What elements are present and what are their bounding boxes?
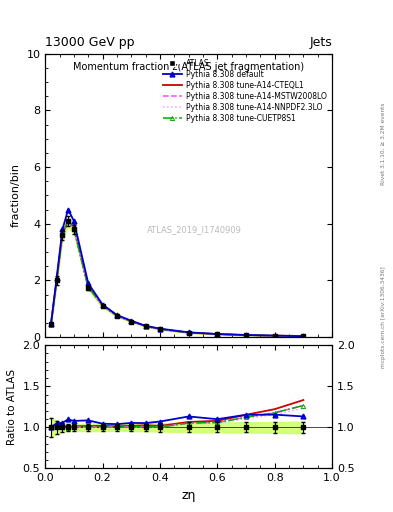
Text: ATLAS_2019_I1740909: ATLAS_2019_I1740909 — [147, 225, 242, 234]
X-axis label: zη: zη — [182, 489, 196, 502]
Text: Rivet 3.1.10, ≥ 3.2M events: Rivet 3.1.10, ≥ 3.2M events — [381, 102, 386, 185]
Text: Momentum fraction z(ATLAS jet fragmentation): Momentum fraction z(ATLAS jet fragmentat… — [73, 62, 304, 72]
Legend: ATLAS, Pythia 8.308 default, Pythia 8.308 tune-A14-CTEQL1, Pythia 8.308 tune-A14: ATLAS, Pythia 8.308 default, Pythia 8.30… — [162, 57, 328, 124]
Text: 13000 GeV pp: 13000 GeV pp — [45, 36, 135, 49]
Y-axis label: fraction/bin: fraction/bin — [11, 163, 21, 227]
Text: Jets: Jets — [309, 36, 332, 49]
Y-axis label: Ratio to ATLAS: Ratio to ATLAS — [7, 369, 17, 445]
Text: mcplots.cern.ch [arXiv:1306.3436]: mcplots.cern.ch [arXiv:1306.3436] — [381, 267, 386, 368]
